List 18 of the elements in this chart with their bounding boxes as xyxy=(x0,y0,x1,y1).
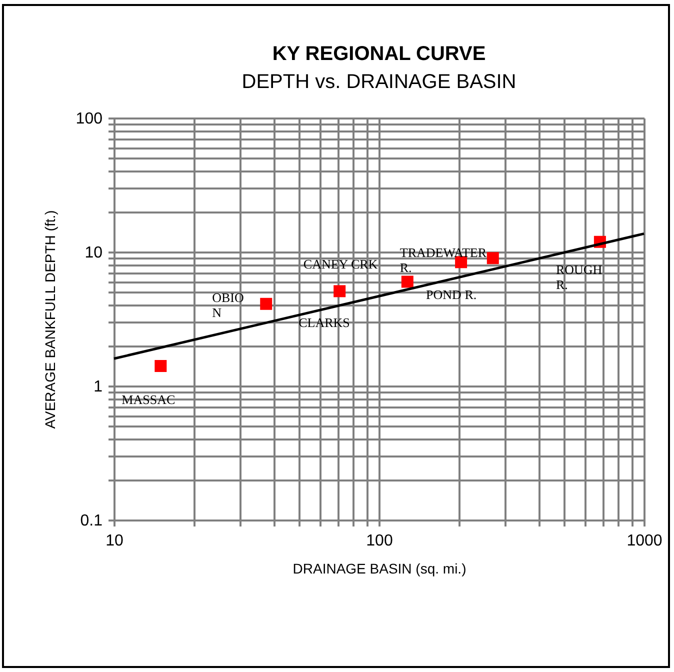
y-tick-label: 100 xyxy=(76,110,103,128)
x-tick-label: 10 xyxy=(106,532,124,550)
y-tick-label: 10 xyxy=(84,244,103,262)
x-tick-label: 1000 xyxy=(626,532,662,550)
chart-subtitle: DEPTH vs. DRAINAGE BASIN xyxy=(242,71,516,93)
annotation: ROUGH R. xyxy=(556,262,602,292)
annotation: MASSAC xyxy=(122,392,176,408)
annotation: POND R. xyxy=(426,287,477,302)
x-axis-title: DRAINAGE BASIN (sq. mi.) xyxy=(292,560,466,576)
y-axis-title: AVERAGE BANKFULL DEPTH (ft.) xyxy=(42,210,58,429)
y-tick-label: 1 xyxy=(94,378,103,396)
annotation: CANEY CRK xyxy=(303,256,378,272)
annotation: TRADEWATER R. xyxy=(400,245,487,276)
chart-title: KY REGIONAL CURVE xyxy=(272,43,486,65)
y-tick-label: 0.1 xyxy=(80,512,103,530)
annotation: OBIO N xyxy=(212,290,244,320)
annotation: CLARKS xyxy=(298,315,350,330)
x-tick-label: 100 xyxy=(366,532,393,550)
